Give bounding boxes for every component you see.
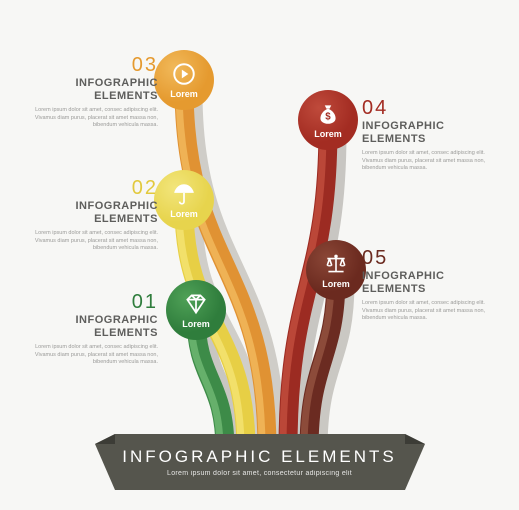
umbrella-icon bbox=[171, 181, 197, 207]
node-04: $ Lorem bbox=[298, 90, 358, 150]
node-label: Lorem bbox=[182, 319, 210, 329]
item-number: 01 bbox=[18, 292, 158, 312]
item-body: Lorem ipsum dolor sit amet, consec adipi… bbox=[18, 230, 158, 252]
item-text-01: 01INFOGRAPHICELEMENTS Lorem ipsum dolor s… bbox=[18, 292, 158, 367]
node-label: Lorem bbox=[322, 279, 350, 289]
item-heading: INFOGRAPHICELEMENTS bbox=[18, 314, 158, 339]
item-body: Lorem ipsum dolor sit amet, consec adipi… bbox=[18, 107, 158, 129]
item-text-05: 05INFOGRAPHICELEMENTS Lorem ipsum dolor s… bbox=[362, 248, 502, 323]
item-number: 02 bbox=[18, 178, 158, 198]
item-heading: INFOGRAPHICELEMENTS bbox=[18, 77, 158, 102]
item-text-04: 04INFOGRAPHICELEMENTS Lorem ipsum dolor s… bbox=[362, 98, 502, 173]
banner-subtitle: Lorem ipsum dolor sit amet, consectetur … bbox=[167, 470, 352, 477]
item-number: 03 bbox=[18, 55, 158, 75]
node-05: Lorem bbox=[306, 240, 366, 300]
item-body: Lorem ipsum dolor sit amet, consec adipi… bbox=[362, 300, 502, 322]
scales-icon bbox=[323, 251, 349, 277]
item-text-02: 02INFOGRAPHICELEMENTS Lorem ipsum dolor s… bbox=[18, 178, 158, 253]
moneybag-icon: $ bbox=[315, 101, 341, 127]
item-body: Lorem ipsum dolor sit amet, consec adipi… bbox=[362, 150, 502, 172]
node-02: Lorem bbox=[154, 170, 214, 230]
item-number: 05 bbox=[362, 248, 502, 268]
banner-title: INFOGRAPHIC ELEMENTS bbox=[122, 447, 396, 467]
node-03: Lorem bbox=[154, 50, 214, 110]
item-text-03: 03INFOGRAPHICELEMENTS Lorem ipsum dolor s… bbox=[18, 55, 158, 130]
play-icon bbox=[171, 61, 197, 87]
item-body: Lorem ipsum dolor sit amet, consec adipi… bbox=[18, 344, 158, 366]
node-label: Lorem bbox=[170, 209, 198, 219]
node-label: Lorem bbox=[314, 129, 342, 139]
item-heading: INFOGRAPHICELEMENTS bbox=[362, 120, 502, 145]
item-number: 04 bbox=[362, 98, 502, 118]
item-heading: INFOGRAPHICELEMENTS bbox=[18, 200, 158, 225]
diamond-icon bbox=[183, 291, 209, 317]
node-01: Lorem bbox=[166, 280, 226, 340]
svg-text:$: $ bbox=[325, 111, 331, 122]
footer-banner: INFOGRAPHIC ELEMENTS Lorem ipsum dolor s… bbox=[95, 434, 425, 490]
item-heading: INFOGRAPHICELEMENTS bbox=[362, 270, 502, 295]
node-label: Lorem bbox=[170, 89, 198, 99]
